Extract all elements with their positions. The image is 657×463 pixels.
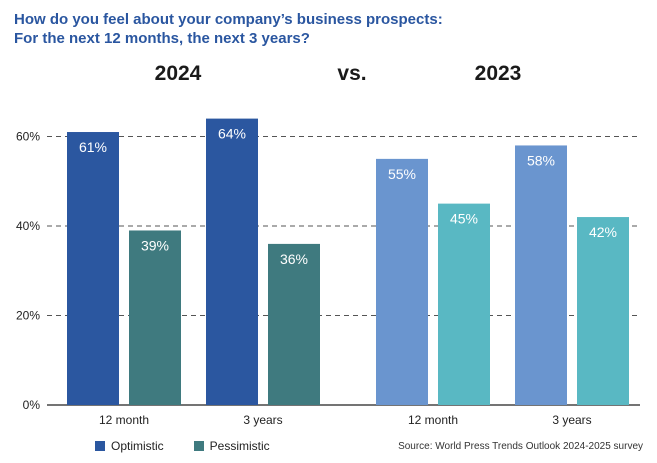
title-line-2: For the next 12 months, the next 3 years…: [14, 30, 310, 47]
bar-2024-12-month-pessimistic: [129, 230, 181, 405]
data-label: 55%: [388, 166, 416, 182]
legend-label-pessimistic: Pessimistic: [209, 439, 270, 453]
y-tick-label: 20%: [16, 309, 40, 323]
x-category-label: 3 years: [243, 413, 282, 427]
source-note: Source: World Press Trends Outlook 2024-…: [398, 441, 643, 452]
x-category-label: 3 years: [552, 413, 591, 427]
data-label: 39%: [141, 237, 169, 253]
x-category-label: 12 month: [99, 413, 149, 427]
y-tick-label: 0%: [23, 398, 41, 412]
data-label: 58%: [527, 152, 555, 168]
bar-2023-12-month-optimistic: [376, 158, 428, 405]
chart-title: How do you feel about your company’s bus…: [14, 10, 634, 48]
year-header-2024: 2024: [154, 62, 202, 85]
bar-2024-3-years-pessimistic: [268, 243, 320, 405]
bar-2023-12-month-pessimistic: [438, 203, 490, 405]
bar-2024-3-years-optimistic: [206, 118, 258, 405]
bar-2024-12-month-optimistic: [67, 132, 119, 405]
x-category-label: 12 month: [408, 413, 458, 427]
data-label: 61%: [79, 139, 107, 155]
data-label: 64%: [218, 126, 246, 142]
legend: Optimistic Pessimistic: [95, 439, 270, 453]
data-label: 36%: [280, 251, 308, 267]
vs-label: vs.: [337, 62, 367, 85]
year-header-2023: 2023: [474, 62, 522, 85]
legend-swatch-optimistic: [95, 441, 105, 451]
data-label: 42%: [589, 224, 617, 240]
y-tick-label: 60%: [16, 130, 40, 144]
title-line-1: How do you feel about your company’s bus…: [14, 11, 443, 28]
data-label: 45%: [450, 211, 478, 227]
y-tick-label: 40%: [16, 219, 40, 233]
bar-2023-3-years-pessimistic: [577, 217, 629, 405]
legend-label-optimistic: Optimistic: [111, 439, 164, 453]
bar-2023-3-years-optimistic: [515, 145, 567, 405]
legend-swatch-pessimistic: [193, 441, 204, 451]
